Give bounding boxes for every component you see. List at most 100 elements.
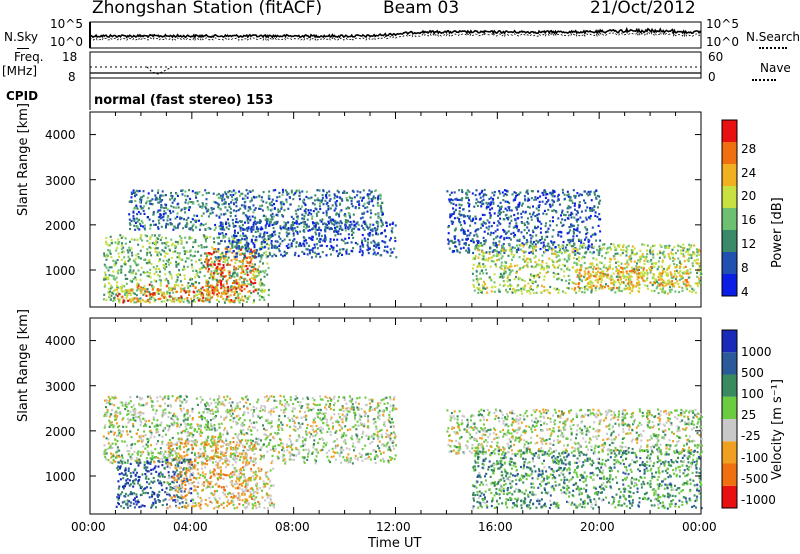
heatmap-cell [202, 234, 205, 237]
heatmap-cell [472, 279, 475, 282]
heatmap-cell [477, 249, 479, 252]
heatmap-cell [454, 227, 457, 230]
heatmap-cell [354, 241, 357, 245]
heatmap-cell [584, 267, 587, 270]
heatmap-cell [537, 241, 539, 244]
heatmap-cell [235, 287, 238, 290]
heatmap-cell [202, 264, 205, 267]
heatmap-cell [228, 239, 231, 243]
heatmap-cell [564, 251, 567, 254]
heatmap-cell [594, 233, 597, 236]
heatmap-cell [627, 280, 630, 283]
heatmap-cell [117, 252, 120, 255]
heatmap-cell [630, 280, 633, 284]
heatmap-cell [687, 259, 690, 263]
heatmap-cell [127, 259, 130, 263]
heatmap-cell [329, 207, 332, 210]
heatmap-cell [148, 246, 151, 249]
heatmap-cell [315, 424, 318, 427]
heatmap-cell [559, 247, 562, 251]
heatmap-cell [501, 255, 504, 258]
heatmap-cell [584, 238, 586, 241]
heatmap-cell [491, 207, 494, 210]
heatmap-cell [566, 217, 569, 220]
heatmap-cell [353, 227, 356, 230]
heatmap-cell [241, 245, 244, 248]
heatmap-cell [582, 242, 585, 245]
heatmap-cell [576, 251, 579, 254]
heatmap-cell [181, 284, 184, 287]
heatmap-cell [468, 248, 471, 252]
heatmap-cell [139, 235, 142, 238]
heatmap-cell [567, 254, 570, 257]
heatmap-cell [226, 289, 228, 292]
heatmap-cell [479, 289, 482, 293]
heatmap-cell [488, 276, 491, 279]
heatmap-cell [555, 211, 558, 214]
heatmap-cell [247, 411, 250, 414]
heatmap-cell [171, 277, 173, 280]
heatmap-cell [645, 279, 648, 282]
heatmap-cell [317, 222, 320, 225]
heatmap-cell [129, 293, 132, 296]
heatmap-cell [250, 292, 253, 295]
heatmap-cell [164, 255, 167, 258]
heatmap-cell [480, 244, 482, 247]
heatmap-cell [217, 436, 220, 439]
heatmap-cell [296, 215, 299, 218]
heatmap-cell [287, 243, 290, 246]
heatmap-cell [376, 243, 379, 246]
heatmap-cell [300, 445, 303, 448]
heatmap-cell [483, 243, 486, 246]
heatmap-cell [659, 282, 662, 285]
heatmap-cell [286, 424, 289, 427]
heatmap-cell [146, 450, 149, 453]
heatmap-cell [476, 204, 479, 207]
heatmap-cell [158, 289, 161, 292]
strip-lines [89, 26, 702, 75]
heatmap-cell [544, 191, 547, 194]
heatmap-cell [157, 274, 160, 277]
heatmap-cell [585, 232, 588, 236]
heatmap-cell [237, 209, 240, 212]
heatmap-cell [598, 251, 601, 254]
heatmap-cell [206, 290, 209, 294]
heatmap-cell [377, 196, 379, 199]
heatmap-cell [125, 282, 128, 285]
heatmap-cell [394, 239, 397, 243]
heatmap-cell [481, 189, 484, 192]
heatmap-cell [258, 443, 261, 446]
heatmap-cell [135, 272, 138, 275]
heatmap-cell [253, 299, 255, 302]
heatmap-cell [253, 271, 256, 274]
heatmap-cell [204, 450, 207, 453]
heatmap-cell [304, 212, 307, 215]
heatmap-cell [352, 247, 355, 250]
heatmap-cell [234, 245, 237, 248]
heatmap-cell [178, 396, 181, 399]
heatmap-cell [380, 225, 383, 228]
heatmap-cell [165, 222, 168, 225]
heatmap-cell [697, 258, 700, 261]
heatmap-cell [212, 272, 215, 275]
heatmap-cell [483, 280, 485, 283]
heatmap-cell [162, 215, 165, 218]
heatmap-cell [293, 254, 296, 257]
heatmap-cell [240, 289, 243, 292]
heatmap-cell [482, 220, 485, 223]
heatmap-cell [603, 264, 606, 267]
heatmap-cell [376, 201, 379, 204]
heatmap-cell [335, 213, 338, 216]
heatmap-cell [278, 232, 281, 235]
heatmap-cell [605, 283, 607, 286]
heatmap-cell [496, 224, 499, 227]
heatmap-cell [524, 211, 527, 214]
heatmap-cell [531, 242, 534, 246]
heatmap-cell [148, 200, 151, 203]
heatmap-cell [281, 201, 284, 204]
heatmap-cell [272, 189, 275, 192]
heatmap-cell [140, 434, 143, 437]
heatmap-cell [475, 243, 478, 246]
heatmap-cell [228, 237, 231, 240]
heatmap-cell [221, 253, 224, 256]
